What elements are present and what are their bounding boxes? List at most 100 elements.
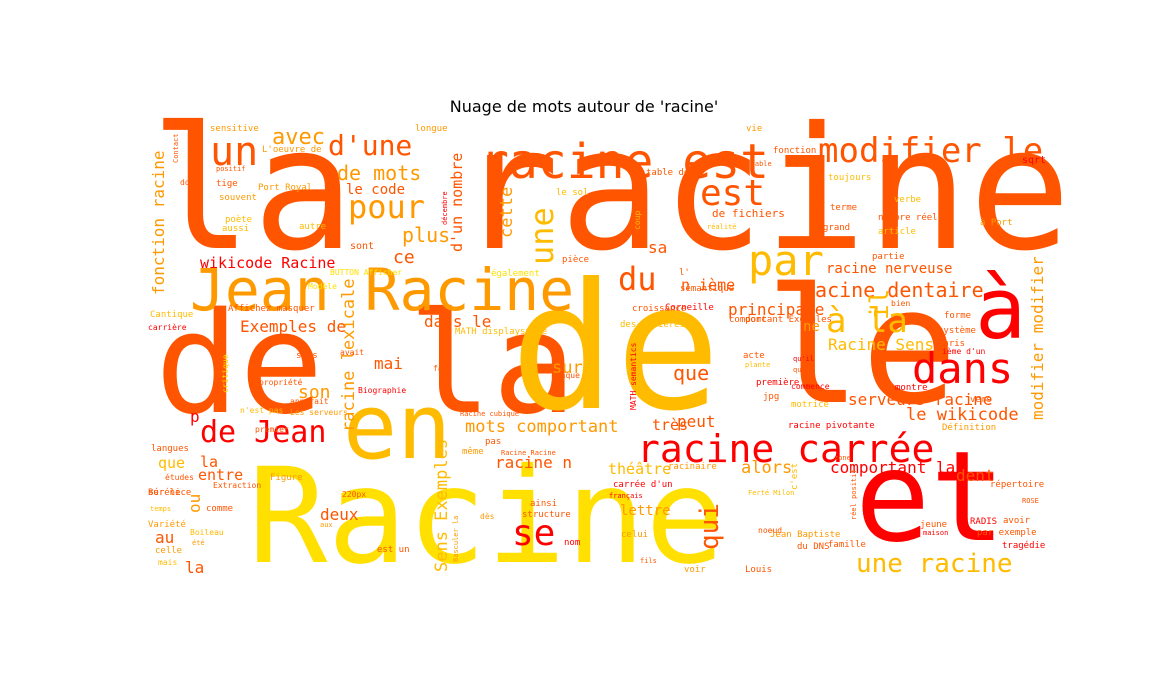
cloud-word: premier <box>255 425 289 434</box>
cloud-word: chaque <box>551 371 580 380</box>
cloud-word: Sens Exemples <box>432 439 452 572</box>
cloud-word: grand <box>823 223 850 233</box>
cloud-word: autre <box>299 222 326 232</box>
cloud-word: sous <box>296 351 318 361</box>
cloud-word: racinaire <box>668 462 717 472</box>
cloud-word: structure <box>522 510 571 520</box>
cloud-word: Basculer la <box>452 516 460 562</box>
cloud-word: fait <box>433 364 452 373</box>
cloud-word: dans le <box>424 312 491 331</box>
cloud-word: par <box>748 236 824 285</box>
cloud-word: le code <box>346 182 405 198</box>
cloud-word: RADIS <box>970 517 997 527</box>
cloud-word: bien <box>891 299 910 308</box>
cloud-word: celui <box>621 530 648 540</box>
cloud-word: comme <box>206 504 233 514</box>
cloud-word: racine est <box>480 134 769 190</box>
cloud-word: est <box>700 173 765 214</box>
cloud-word: qu'il <box>793 355 814 363</box>
cloud-word: racine n <box>495 453 572 472</box>
cloud-word: sur <box>552 358 583 378</box>
cloud-word: si <box>290 337 301 347</box>
cloud-word: Contact <box>172 133 180 163</box>
cloud-word: racine pivotante <box>788 421 875 431</box>
cloud-word: zone <box>834 454 851 462</box>
cloud-word: tige <box>216 179 238 189</box>
cloud-word: table des <box>646 168 695 178</box>
cloud-word: souvent <box>219 193 257 203</box>
chart-title: Nuage de mots autour de 'racine' <box>449 97 719 116</box>
cloud-word: pour <box>348 188 425 226</box>
cloud-word: Paris <box>938 339 965 349</box>
cloud-word: à <box>975 260 1026 359</box>
cloud-word: mais <box>158 558 177 567</box>
cloud-word: du DNS <box>797 542 830 552</box>
cloud-word: Variété <box>148 519 186 530</box>
cloud-word: Boileau <box>190 528 224 537</box>
cloud-word: première <box>756 377 799 388</box>
cloud-word: coup <box>633 211 642 230</box>
cloud-word: commence <box>791 382 830 391</box>
cloud-word: apparait <box>290 397 329 406</box>
cloud-word: études <box>165 472 194 482</box>
cloud-word: et <box>855 425 1006 570</box>
cloud-word: ainsi <box>530 499 557 509</box>
cloud-word: Racine Racine <box>501 449 556 457</box>
cloud-word: même <box>462 446 484 457</box>
cloud-word: sémantique <box>680 283 734 294</box>
cloud-word: ROSE <box>1022 497 1039 505</box>
cloud-word: se <box>512 513 555 554</box>
cloud-word: de <box>510 247 721 450</box>
cloud-word: donc <box>745 315 767 325</box>
cloud-word: MATH semantics <box>629 342 638 410</box>
cloud-word: Modèle <box>308 281 337 291</box>
cloud-word: de Jean <box>200 415 326 450</box>
cloud-word: croissance <box>632 304 686 314</box>
cloud-word: verbe <box>894 195 921 205</box>
cloud-word: Figure <box>270 473 303 483</box>
cloud-word: fils <box>640 557 657 565</box>
cloud-word: non <box>812 160 825 168</box>
cloud-word: la table <box>738 160 772 168</box>
cloud-word: L'oeuvre de <box>262 145 322 155</box>
cloud-word: aux <box>320 521 333 529</box>
cloud-word: principale <box>728 300 824 319</box>
cloud-word: plante <box>745 361 770 369</box>
cloud-word: deux <box>320 505 359 524</box>
cloud-word: il <box>865 289 895 320</box>
cloud-word: motrice <box>791 400 829 410</box>
cloud-word: racine carrée <box>637 427 934 471</box>
cloud-word: article <box>878 227 916 237</box>
cloud-word: racine dentaire <box>803 278 984 302</box>
cloud-word: d'une <box>328 129 412 162</box>
cloud-word: fonction racine <box>149 151 168 296</box>
cloud-word: comportant Exemples <box>729 315 832 325</box>
cloud-word: Exemples de <box>240 317 346 336</box>
cloud-word: avait <box>340 348 364 357</box>
cloud-word: fonction <box>773 146 816 156</box>
cloud-word: vers <box>970 395 992 405</box>
cloud-word: modifier le <box>818 131 1043 171</box>
cloud-word: Biographie <box>358 386 406 395</box>
cloud-word: comportant la <box>830 458 955 477</box>
cloud-word: Jean Baptiste <box>770 530 840 540</box>
cloud-word: terme <box>830 203 857 213</box>
cloud-word: montre <box>895 383 928 393</box>
cloud-word: d'un nombre <box>448 153 466 252</box>
cloud-word: jpg <box>763 392 779 402</box>
cloud-word: réalité <box>707 223 737 231</box>
cloud-word: serveurs racine <box>848 390 993 409</box>
cloud-word: forme <box>944 311 971 321</box>
cloud-word: son <box>298 382 331 403</box>
cloud-word: ou <box>185 494 204 513</box>
cloud-word: ce <box>393 247 415 268</box>
cloud-word: sensitive <box>210 124 259 134</box>
cloud-word: alors <box>741 458 792 478</box>
cloud-word: le sol <box>556 188 589 198</box>
cloud-word: cette <box>497 187 517 238</box>
cloud-word: Corneille <box>665 303 714 313</box>
cloud-word: de la <box>155 283 576 446</box>
cloud-word: très <box>652 416 688 434</box>
cloud-word: maison <box>923 529 948 537</box>
cloud-word: ne <box>803 319 820 335</box>
